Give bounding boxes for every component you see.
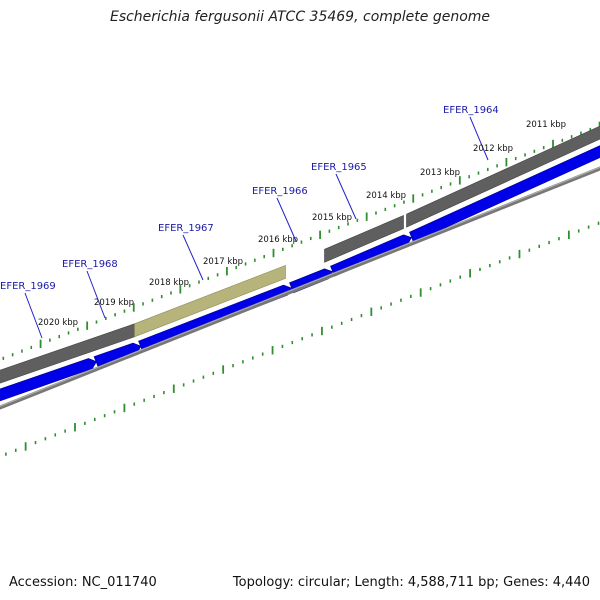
forward-gene-2[interactable] [93,342,142,367]
gene-callouts [24,116,489,339]
ruler-label: 2017 kbp [203,257,243,267]
genome-title: Escherichia fergusonii ATCC 35469, compl… [109,9,491,25]
ruler-label: 2013 kbp [420,168,460,178]
forward-gene-6[interactable] [409,141,600,243]
accession-text: Accession: NC_011740 [9,575,157,590]
ruler-label: 2011 kbp [526,120,566,130]
gene-label-efer-1965[interactable]: EFER_1965 [311,162,367,173]
gene-label-efer-1964[interactable]: EFER_1964 [443,105,499,116]
forward-gene-1[interactable] [0,358,97,405]
gene-labels[interactable]: EFER_1964 EFER_1965 EFER_1966 EFER_1967 … [0,105,499,292]
gene-label-efer-1969[interactable]: EFER_1969 [0,281,56,292]
inner-tick-row [5,221,600,456]
reverse-gene-right[interactable] [406,122,600,228]
ruler-labels: 2011 kbp 2012 kbp 2013 kbp 2014 kbp 2015… [38,120,566,328]
genome-backbone-highlight [0,166,600,407]
ruler-label: 2015 kbp [312,213,352,223]
ruler-label: 2018 kbp [149,278,189,288]
gene-label-efer-1966[interactable]: EFER_1966 [252,186,308,197]
ruler-label: 2016 kbp [258,235,298,245]
outer-tick-row [2,121,600,360]
ruler-label: 2014 kbp [366,191,406,201]
gene-label-efer-1967[interactable]: EFER_1967 [158,223,214,234]
reverse-gene-mid[interactable] [324,215,404,263]
ruler-label: 2012 kbp [473,144,513,154]
ruler-label: 2019 kbp [94,298,134,308]
ruler-label: 2020 kbp [38,318,78,328]
genome-summary-text: Topology: circular; Length: 4,588,711 bp… [232,575,590,590]
gene-label-efer-1968[interactable]: EFER_1968 [62,259,118,270]
highlighted-gene[interactable] [134,264,286,338]
genome-backbone-line [0,166,600,410]
